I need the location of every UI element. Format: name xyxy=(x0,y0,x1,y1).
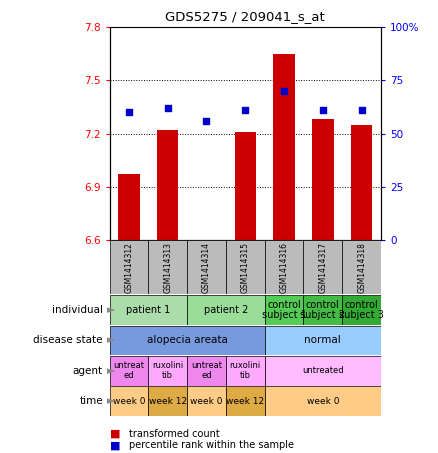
Bar xyxy=(265,240,304,294)
Point xyxy=(125,109,132,116)
Point xyxy=(319,106,326,114)
Bar xyxy=(265,295,304,325)
Text: untreat
ed: untreat ed xyxy=(113,361,145,380)
Text: ►: ► xyxy=(107,335,116,346)
Bar xyxy=(157,130,178,240)
Text: control
subject 1: control subject 1 xyxy=(261,300,307,320)
Bar xyxy=(118,174,140,240)
Text: week 12: week 12 xyxy=(148,397,187,405)
Text: ■: ■ xyxy=(110,440,120,450)
Bar xyxy=(312,120,334,240)
Text: GSM1414315: GSM1414315 xyxy=(241,242,250,293)
Point xyxy=(281,87,288,95)
Text: GSM1414318: GSM1414318 xyxy=(357,242,366,293)
Text: transformed count: transformed count xyxy=(129,429,220,439)
Bar xyxy=(342,295,381,325)
Bar xyxy=(351,125,372,240)
Bar xyxy=(273,54,295,240)
Text: untreat
ed: untreat ed xyxy=(191,361,222,380)
Bar xyxy=(187,356,226,386)
Text: GSM1414313: GSM1414313 xyxy=(163,242,172,293)
Text: ■: ■ xyxy=(110,429,120,439)
Bar xyxy=(110,326,265,355)
Bar xyxy=(265,386,381,416)
Bar xyxy=(226,386,265,416)
Text: untreated: untreated xyxy=(302,366,344,375)
Point xyxy=(358,106,365,114)
Text: percentile rank within the sample: percentile rank within the sample xyxy=(129,440,294,450)
Text: agent: agent xyxy=(73,366,103,376)
Text: patient 2: patient 2 xyxy=(204,305,248,315)
Bar xyxy=(148,240,187,294)
Bar xyxy=(265,356,381,386)
Text: GSM1414317: GSM1414317 xyxy=(318,242,327,293)
Title: GDS5275 / 209041_s_at: GDS5275 / 209041_s_at xyxy=(166,10,325,23)
Text: control
subject 3: control subject 3 xyxy=(339,300,384,320)
Point xyxy=(164,105,171,112)
Text: disease state: disease state xyxy=(33,335,103,346)
Bar xyxy=(304,240,342,294)
Bar xyxy=(265,326,381,355)
Text: week 0: week 0 xyxy=(307,397,339,405)
Bar xyxy=(226,240,265,294)
Bar xyxy=(304,295,342,325)
Bar xyxy=(110,295,187,325)
Bar xyxy=(148,356,187,386)
Text: GSM1414314: GSM1414314 xyxy=(202,242,211,293)
Point xyxy=(242,106,249,114)
Bar xyxy=(110,356,148,386)
Bar xyxy=(187,386,226,416)
Bar xyxy=(148,386,187,416)
Bar xyxy=(342,240,381,294)
Text: GSM1414312: GSM1414312 xyxy=(124,242,134,293)
Text: normal: normal xyxy=(304,335,341,346)
Text: patient 1: patient 1 xyxy=(126,305,170,315)
Point xyxy=(203,117,210,125)
Text: ruxolini
tib: ruxolini tib xyxy=(152,361,184,380)
Text: GSM1414316: GSM1414316 xyxy=(279,242,289,293)
Text: ►: ► xyxy=(107,305,116,315)
Text: week 0: week 0 xyxy=(190,397,223,405)
Bar xyxy=(110,386,148,416)
Text: time: time xyxy=(79,396,103,406)
Text: ruxolini
tib: ruxolini tib xyxy=(230,361,261,380)
Text: ►: ► xyxy=(107,396,116,406)
Bar xyxy=(226,356,265,386)
Text: alopecia areata: alopecia areata xyxy=(147,335,227,346)
Text: week 0: week 0 xyxy=(113,397,145,405)
Text: week 12: week 12 xyxy=(226,397,265,405)
Text: control
subject 2: control subject 2 xyxy=(300,300,346,320)
Text: ►: ► xyxy=(107,366,116,376)
Bar xyxy=(235,132,256,240)
Text: individual: individual xyxy=(52,305,103,315)
Bar xyxy=(110,240,148,294)
Bar xyxy=(187,295,265,325)
Bar xyxy=(187,240,226,294)
